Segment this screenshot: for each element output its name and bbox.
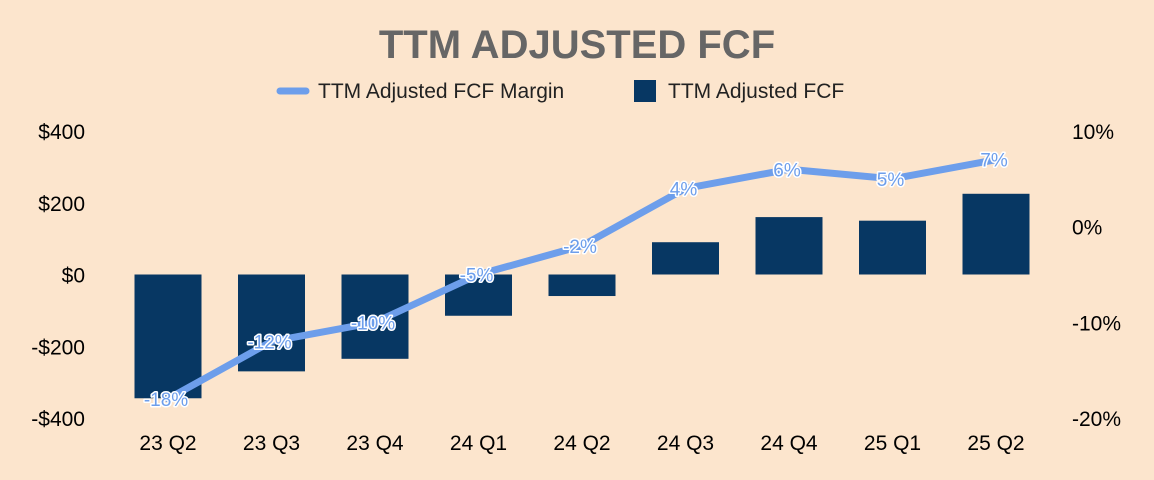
category-label: 25 Q2 <box>967 432 1024 455</box>
fcf-bar <box>134 274 202 399</box>
category-label: 24 Q1 <box>450 432 507 455</box>
line-series <box>164 156 1000 403</box>
bar-series <box>134 193 1030 399</box>
right-tick-label: 0% <box>1072 217 1102 240</box>
left-tick-label: -$200 <box>31 336 85 359</box>
margin-data-label: 6% <box>773 160 801 181</box>
category-label: 23 Q4 <box>346 432 404 455</box>
fcf-bar <box>652 242 719 275</box>
margin-data-label: 4% <box>670 179 698 200</box>
fcf-bar <box>341 274 409 359</box>
chart-title: TTM ADJUSTED FCF <box>379 23 775 67</box>
category-label: 24 Q4 <box>760 432 818 455</box>
left-tick-label: $200 <box>38 193 85 216</box>
margin-data-label: -5% <box>460 266 494 287</box>
margin-data-label: -12% <box>247 332 291 353</box>
legend-margin-label: TTM Adjusted FCF Margin <box>318 80 564 103</box>
legend-fcf-label: TTM Adjusted FCF <box>668 80 844 103</box>
margin-data-label: -18% <box>144 390 188 411</box>
category-label: 23 Q2 <box>139 432 196 455</box>
category-label: 24 Q3 <box>657 432 714 455</box>
category-labels: 23 Q2 23 Q3 23 Q4 24 Q1 24 Q2 24 Q3 24 Q4 25 Q1… <box>139 432 1024 455</box>
margin-data-label: -10% <box>351 313 395 334</box>
fcf-bar <box>859 220 926 275</box>
legend-bar-swatch <box>634 80 656 102</box>
right-tick-label: 10% <box>1072 121 1114 144</box>
legend: TTM Adjusted FCF Margin TTM Adjusted FCF <box>276 80 844 103</box>
left-axis-ticks: -$400 -$200 $0 $200 $400 <box>31 121 85 431</box>
left-tick-label: -$400 <box>31 408 85 431</box>
right-axis-ticks: -20% -10% 0% 10% <box>1072 121 1121 431</box>
fcf-bar <box>962 193 1030 275</box>
category-label: 25 Q1 <box>864 432 921 455</box>
category-label: 23 Q3 <box>243 432 300 455</box>
data-labels: -18% -12% -10% -5% -2% 4% 6% 5% 7% <box>142 149 1009 412</box>
margin-data-label: 5% <box>877 170 905 191</box>
left-tick-label: $400 <box>38 121 85 144</box>
fcf-bar <box>548 274 616 297</box>
right-tick-label: -10% <box>1072 312 1121 335</box>
margin-data-label: -2% <box>563 237 597 258</box>
left-tick-label: $0 <box>62 265 85 288</box>
margin-line <box>164 156 1000 403</box>
category-label: 24 Q2 <box>553 432 610 455</box>
fcf-bar <box>755 217 823 275</box>
margin-data-label: 7% <box>980 151 1008 172</box>
right-tick-label: -20% <box>1072 408 1121 431</box>
